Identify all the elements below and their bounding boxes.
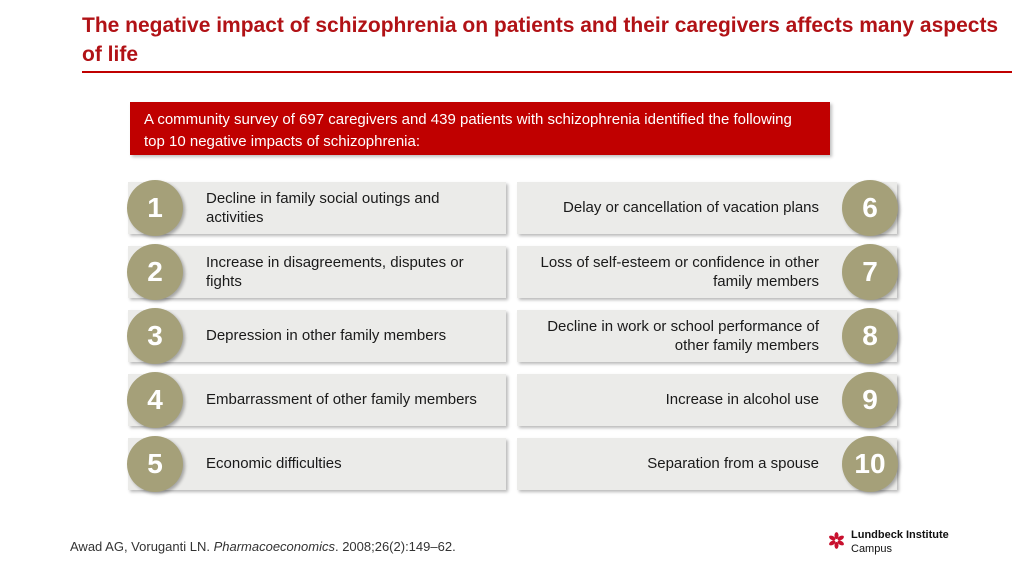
list-item: 8 Decline in work or school performance … [517,308,898,364]
item-text: Embarrassment of other family members [128,374,506,426]
item-number-badge: 2 [127,244,183,300]
list-item: 10 Separation from a spouse [517,436,898,492]
list-item: 7 Loss of self-esteem or confidence in o… [517,244,898,300]
citation-journal: Pharmacoeconomics [213,539,335,554]
list-item: 3 Depression in other family members [127,308,506,364]
item-text: Increase in disagreements, disputes or f… [128,246,506,298]
citation-details: . 2008;26(2):149–62. [334,539,456,554]
list-item: 4 Embarrassment of other family members [127,372,506,428]
item-number-badge: 7 [842,244,898,300]
impact-list-right: 6 Delay or cancellation of vacation plan… [517,180,898,502]
item-text: Economic difficulties [128,438,506,490]
citation: Awad AG, Voruganti LN. Pharmacoeconomics… [70,539,456,554]
citation-authors: Awad AG, Voruganti LN. [70,539,214,554]
item-number-badge: 5 [127,436,183,492]
list-item: 5 Economic difficulties [127,436,506,492]
item-text: Delay or cancellation of vacation plans [517,182,897,234]
item-text: Increase in alcohol use [517,374,897,426]
lundbeck-logo-text: Lundbeck Institute Campus [851,529,949,557]
item-number-badge: 10 [842,436,898,492]
survey-banner: A community survey of 697 caregivers and… [130,102,830,155]
slide-title: The negative impact of schizophrenia on … [82,14,999,66]
list-item: 9 Increase in alcohol use [517,372,898,428]
item-number-badge: 6 [842,180,898,236]
lundbeck-logo: Lundbeck Institute Campus [828,529,949,557]
list-item: 6 Delay or cancellation of vacation plan… [517,180,898,236]
lundbeck-star-icon [829,532,844,549]
item-number-badge: 4 [127,372,183,428]
item-text: Loss of self-esteem or confidence in oth… [517,246,897,298]
lundbeck-logo-line2: Campus [851,542,892,555]
item-text: Separation from a spouse [517,438,897,490]
item-text: Decline in family social outings and act… [128,182,506,234]
item-text: Depression in other family members [128,310,506,362]
item-number-badge: 8 [842,308,898,364]
list-item: 1 Decline in family social outings and a… [127,180,506,236]
item-text: Decline in work or school performance of… [517,310,897,362]
list-item: 2 Increase in disagreements, disputes or… [127,244,506,300]
item-number-badge: 9 [842,372,898,428]
impact-list-left: 1 Decline in family social outings and a… [127,180,506,502]
title-divider [82,71,1012,73]
item-number-badge: 3 [127,308,183,364]
item-number-badge: 1 [127,180,183,236]
lundbeck-logo-line1: Lundbeck Institute [851,529,949,541]
